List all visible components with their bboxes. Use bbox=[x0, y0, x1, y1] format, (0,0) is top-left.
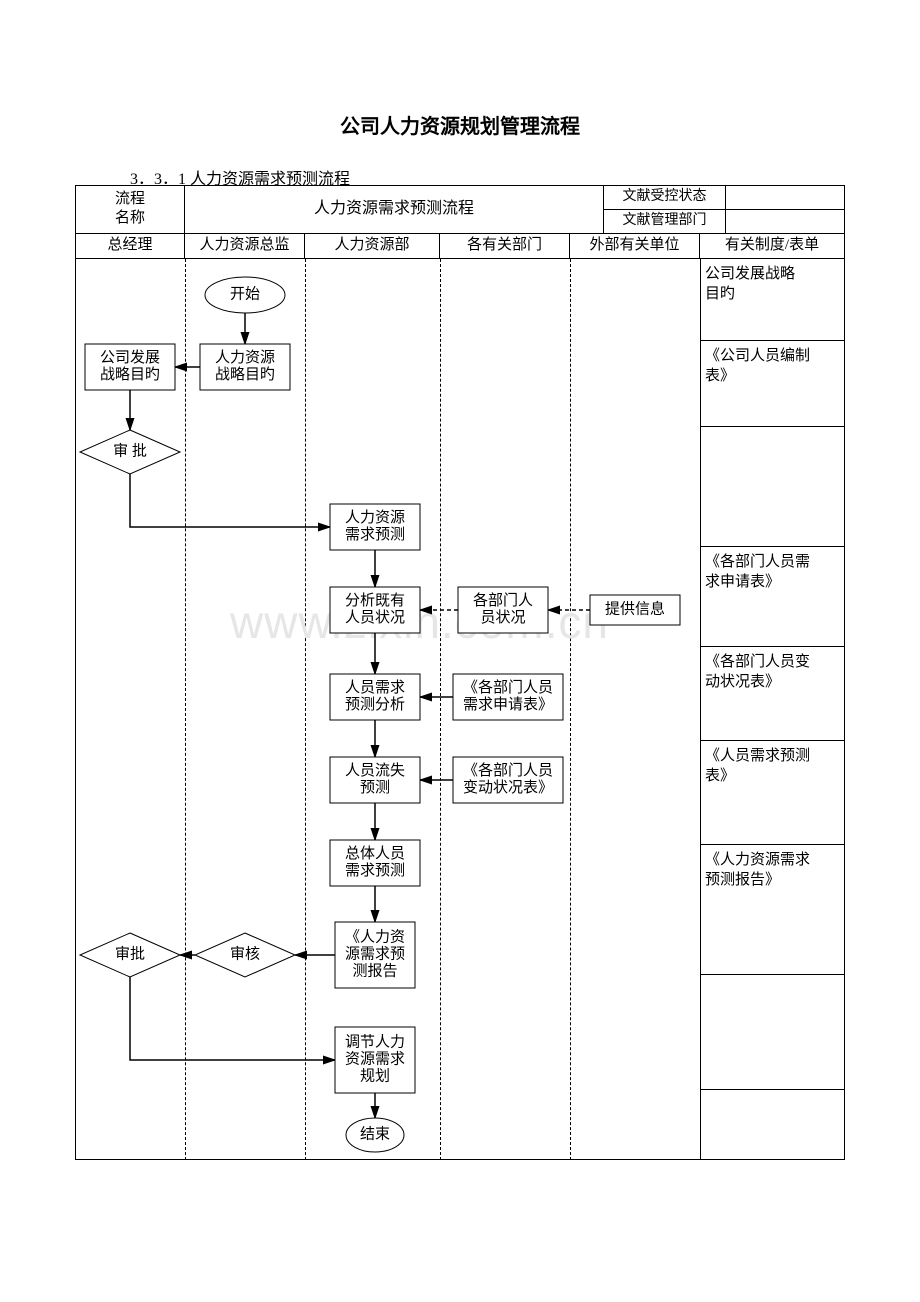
svg-text:结束: 结束 bbox=[360, 1125, 390, 1142]
flow-edge bbox=[130, 977, 335, 1060]
svg-text:人力资源: 人力资源 bbox=[215, 349, 275, 366]
svg-text:人力资源: 人力资源 bbox=[345, 509, 405, 526]
flow-node-n1: 人力资源战略目旳 bbox=[200, 344, 290, 390]
svg-text:源需求预: 源需求预 bbox=[345, 945, 405, 962]
page: 公司人力资源规划管理流程 3．3．1 人力资源需求预测流程 流程 名称 人力资源… bbox=[0, 0, 920, 1302]
flow-node-n8: 《各部门人员需求申请表》 bbox=[453, 674, 563, 720]
flow-node-n11: 总体人员需求预测 bbox=[330, 840, 420, 886]
flow-node-n4: 分析既有人员状况 bbox=[330, 587, 420, 633]
flow-node-n10: 《各部门人员变动状况表》 bbox=[453, 757, 563, 803]
svg-text:审 批: 审 批 bbox=[113, 442, 147, 459]
svg-text:需求预测: 需求预测 bbox=[345, 526, 405, 543]
flowchart: 开始人力资源战略目旳公司发展战略目旳审 批人力资源需求预测分析既有人员状况各部门… bbox=[0, 0, 920, 1302]
svg-text:审批: 审批 bbox=[115, 945, 145, 962]
svg-text:变动状况表》: 变动状况表》 bbox=[463, 779, 553, 796]
svg-text:提供信息: 提供信息 bbox=[605, 600, 665, 617]
svg-text:公司发展: 公司发展 bbox=[100, 349, 160, 366]
svg-text:人员需求: 人员需求 bbox=[345, 679, 405, 696]
flow-node-end: 结束 bbox=[346, 1118, 404, 1152]
svg-text:预测: 预测 bbox=[360, 779, 390, 796]
svg-text:《各部门人员: 《各部门人员 bbox=[463, 762, 553, 779]
svg-text:资源需求: 资源需求 bbox=[345, 1050, 405, 1067]
flow-node-n5: 各部门人员状况 bbox=[458, 587, 548, 633]
svg-text:调节人力: 调节人力 bbox=[345, 1033, 405, 1050]
flow-node-n9: 人员流失预测 bbox=[330, 757, 420, 803]
svg-text:员状况: 员状况 bbox=[480, 609, 525, 626]
flow-node-n13: 调节人力资源需求规划 bbox=[335, 1027, 415, 1093]
svg-text:各部门人: 各部门人 bbox=[473, 592, 533, 609]
svg-text:规划: 规划 bbox=[360, 1067, 390, 1084]
svg-text:开始: 开始 bbox=[230, 285, 260, 302]
flow-node-n7: 人员需求预测分析 bbox=[330, 674, 420, 720]
flow-node-d2: 审核 bbox=[195, 933, 295, 977]
flow-node-d1: 审 批 bbox=[80, 430, 180, 474]
svg-text:测报告: 测报告 bbox=[352, 962, 397, 979]
svg-text:《人力资: 《人力资 bbox=[345, 928, 405, 945]
flow-node-n12: 《人力资源需求预测报告 bbox=[335, 922, 415, 988]
svg-text:需求预测: 需求预测 bbox=[345, 862, 405, 879]
svg-text:《各部门人员: 《各部门人员 bbox=[463, 679, 553, 696]
flow-node-d3: 审批 bbox=[80, 933, 180, 977]
svg-text:总体人员: 总体人员 bbox=[345, 845, 405, 862]
flow-edge bbox=[130, 474, 330, 527]
svg-text:需求申请表》: 需求申请表》 bbox=[463, 696, 553, 713]
svg-text:人员流失: 人员流失 bbox=[345, 762, 405, 779]
svg-text:分析既有: 分析既有 bbox=[345, 592, 405, 609]
svg-text:审核: 审核 bbox=[230, 945, 260, 962]
flow-node-n6: 提供信息 bbox=[590, 595, 680, 625]
svg-text:预测分析: 预测分析 bbox=[345, 696, 405, 713]
svg-text:战略目旳: 战略目旳 bbox=[215, 366, 275, 383]
flow-node-n2: 公司发展战略目旳 bbox=[85, 344, 175, 390]
svg-text:战略目旳: 战略目旳 bbox=[100, 366, 160, 383]
flow-node-n3: 人力资源需求预测 bbox=[330, 504, 420, 550]
flow-node-start: 开始 bbox=[205, 277, 285, 313]
svg-text:人员状况: 人员状况 bbox=[345, 609, 405, 626]
